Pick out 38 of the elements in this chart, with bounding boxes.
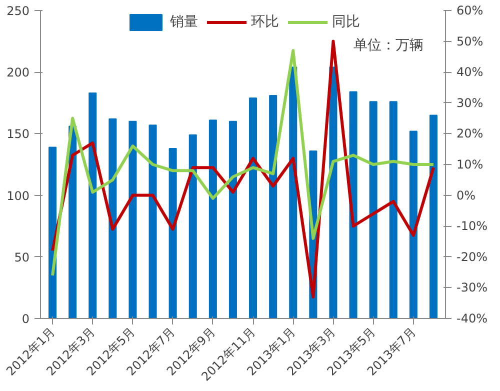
y-tick-label: 200 <box>6 66 30 80</box>
bar <box>128 120 137 318</box>
bar <box>289 66 298 318</box>
y-tick-label: 150 <box>6 127 30 142</box>
bar <box>88 92 97 318</box>
bar <box>349 91 358 318</box>
y2-tick-label: 0% <box>456 188 476 202</box>
y2-tick-label: 60% <box>456 4 484 18</box>
bar <box>208 120 217 318</box>
legend-label: 环比 <box>251 13 279 31</box>
bar <box>409 130 418 318</box>
y-tick-label: 100 <box>6 188 30 203</box>
bar <box>228 120 237 318</box>
y2-tick-label: -20% <box>456 250 488 264</box>
y2-tick-label: 30% <box>456 96 484 110</box>
y2-tick-label: -10% <box>456 219 488 234</box>
bar <box>168 148 177 318</box>
y2-tick-label: 20% <box>456 126 484 141</box>
y-tick-label: 250 <box>6 4 30 18</box>
bar <box>429 114 438 318</box>
bar <box>269 95 278 318</box>
y2-tick-label: 40% <box>456 65 484 80</box>
y-tick-label: 0 <box>22 312 30 326</box>
bar <box>329 66 338 318</box>
bar <box>148 124 157 318</box>
bar <box>188 134 197 318</box>
legend-label: 销量 <box>170 13 198 31</box>
annotation: 单位：万辆 <box>353 38 424 54</box>
bar <box>389 101 398 318</box>
y-tick-label: 50 <box>14 250 30 264</box>
legend-label: 同比 <box>332 13 360 31</box>
bar <box>249 97 258 318</box>
y2-tick-label: 10% <box>456 158 484 172</box>
bar <box>369 101 378 318</box>
bar <box>108 118 117 318</box>
y2-tick-label: 50% <box>456 34 484 48</box>
y2-tick-label: -30% <box>456 280 488 295</box>
y2-tick-label: -40% <box>456 312 488 326</box>
